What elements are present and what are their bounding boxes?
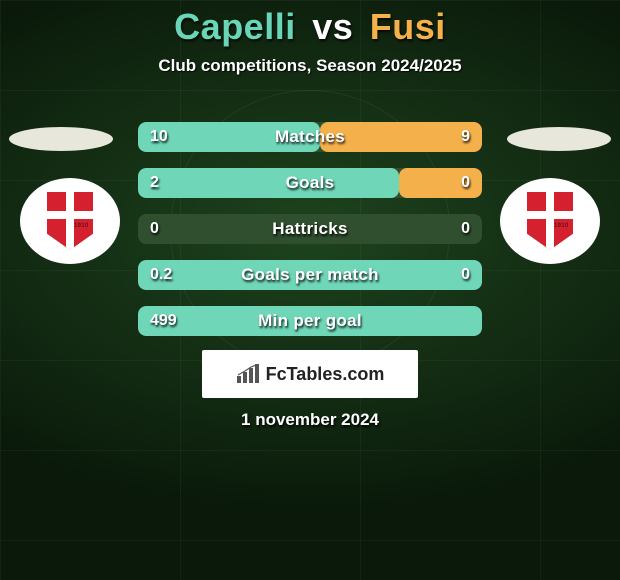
page-title: Capelli vs Fusi [0,0,620,48]
bar-chart-icon [236,364,262,384]
stat-label: Hattricks [138,219,482,239]
stat-row: 0.20Goals per match [138,260,482,290]
stat-row: 109Matches [138,122,482,152]
stat-row: 499Min per goal [138,306,482,336]
stat-label: Goals [138,173,482,193]
stat-label: Matches [138,127,482,147]
player1-club-badge: 1910 [20,178,120,264]
subtitle: Club competitions, Season 2024/2025 [0,56,620,76]
comparison-bars: 109Matches 20Goals 00Hattricks 0.20Goals pe… [138,122,482,352]
stat-row: 00Hattricks [138,214,482,244]
stat-label: Goals per match [138,265,482,285]
player1-name: Capelli [174,6,296,47]
badge-year: 1910 [74,223,89,229]
brand-badge: FcTables.com [202,350,418,398]
player2-name: Fusi [370,6,446,47]
player2-oval [507,127,611,151]
brand-text: FcTables.com [266,364,385,385]
stat-label: Min per goal [138,311,482,331]
footer-date: 1 november 2024 [0,410,620,430]
stat-row: 20Goals [138,168,482,198]
player1-oval [9,127,113,151]
vs-label: vs [312,6,353,47]
badge-year: 1910 [554,223,569,229]
player2-club-badge: 1910 [500,178,600,264]
